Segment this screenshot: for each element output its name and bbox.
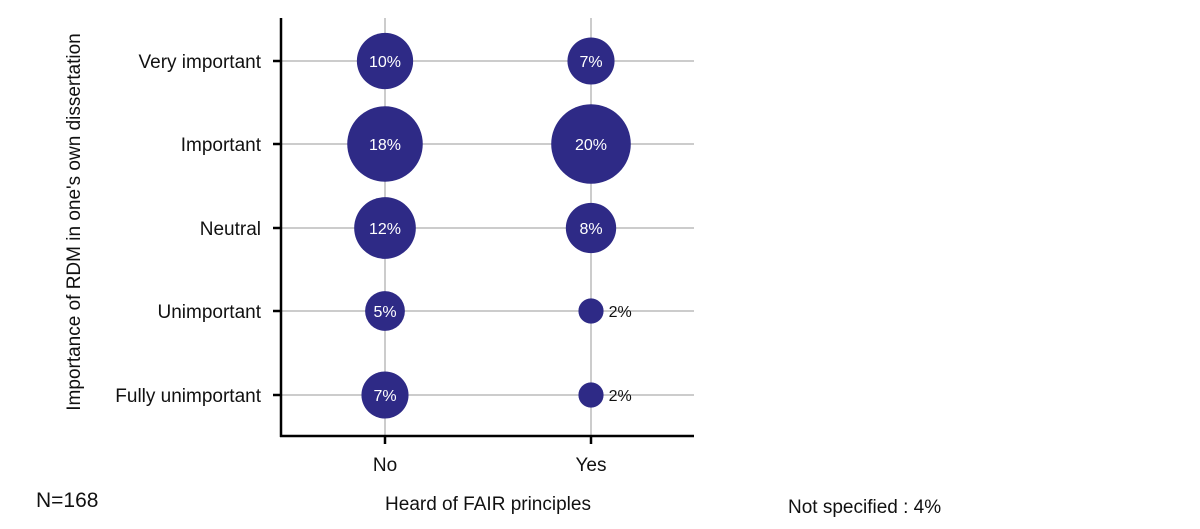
bubble [578,382,604,408]
bubble [361,371,409,419]
y-tick-label: Neutral [200,219,261,240]
x-tick-label: No [373,455,397,476]
bubbles [347,32,631,419]
bubble-label: 7% [579,54,602,71]
bubble-label: 2% [609,304,632,321]
y-tick-label: Important [181,135,262,156]
labels: Heard of FAIR principles Importance of RD… [64,33,632,515]
bubble-label: 8% [579,221,602,238]
bubble [565,202,617,254]
bubble [354,197,416,259]
not-specified-note: Not specified : 4% [788,497,942,518]
bubble-label: 18% [369,137,401,154]
bubble-label: 12% [369,221,401,238]
y-axis-title: Importance of RDM in one's own dissertat… [64,33,85,410]
bubble-label: 5% [373,304,396,321]
bubble [347,106,423,182]
bubble-label: 7% [373,388,396,405]
sample-size-note: N=168 [36,489,99,512]
grid-lines [281,18,694,436]
ticks: Very important Important Neutral Unimportan… [115,52,606,476]
bubble-label: 10% [369,54,401,71]
bubble [365,291,405,331]
bubble [551,104,631,184]
bubble [578,298,604,324]
y-tick-label: Unimportant [158,302,262,323]
y-tick-label: Fully unimportant [115,386,261,407]
bubble [356,32,414,90]
x-axis-title: Heard of FAIR principles [385,494,591,515]
bubble-label: 2% [609,388,632,405]
bubble [567,37,615,85]
y-tick-label: Very important [139,52,262,73]
x-tick-label: Yes [576,455,607,476]
bubble-label: 20% [575,137,607,154]
